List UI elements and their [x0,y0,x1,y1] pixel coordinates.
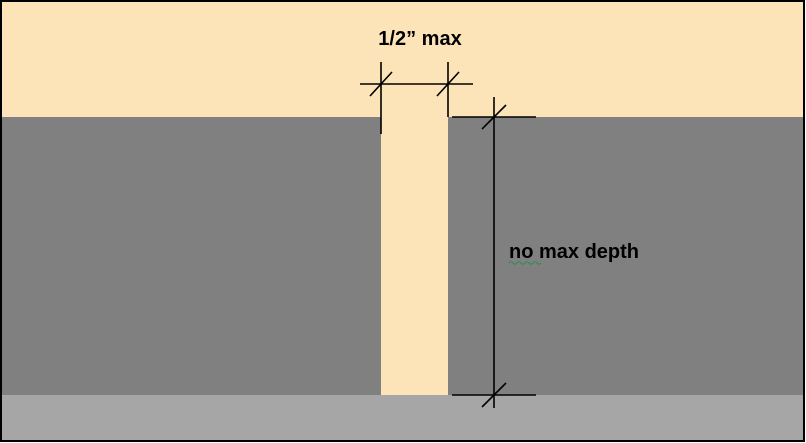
base-strip [2,395,803,440]
width-tick-left [369,71,393,97]
top-surface [2,2,803,117]
width-dimension [360,62,473,134]
depth-tick-top [481,104,507,130]
vertical-opening [381,117,448,395]
depth-label: no max depth [509,241,639,263]
depth-tick-bottom [481,382,507,408]
width-label: 1/2” max [378,28,461,50]
depth-dimension [452,97,536,408]
width-tick-right [436,71,460,97]
spellcheck-underline [508,261,542,265]
